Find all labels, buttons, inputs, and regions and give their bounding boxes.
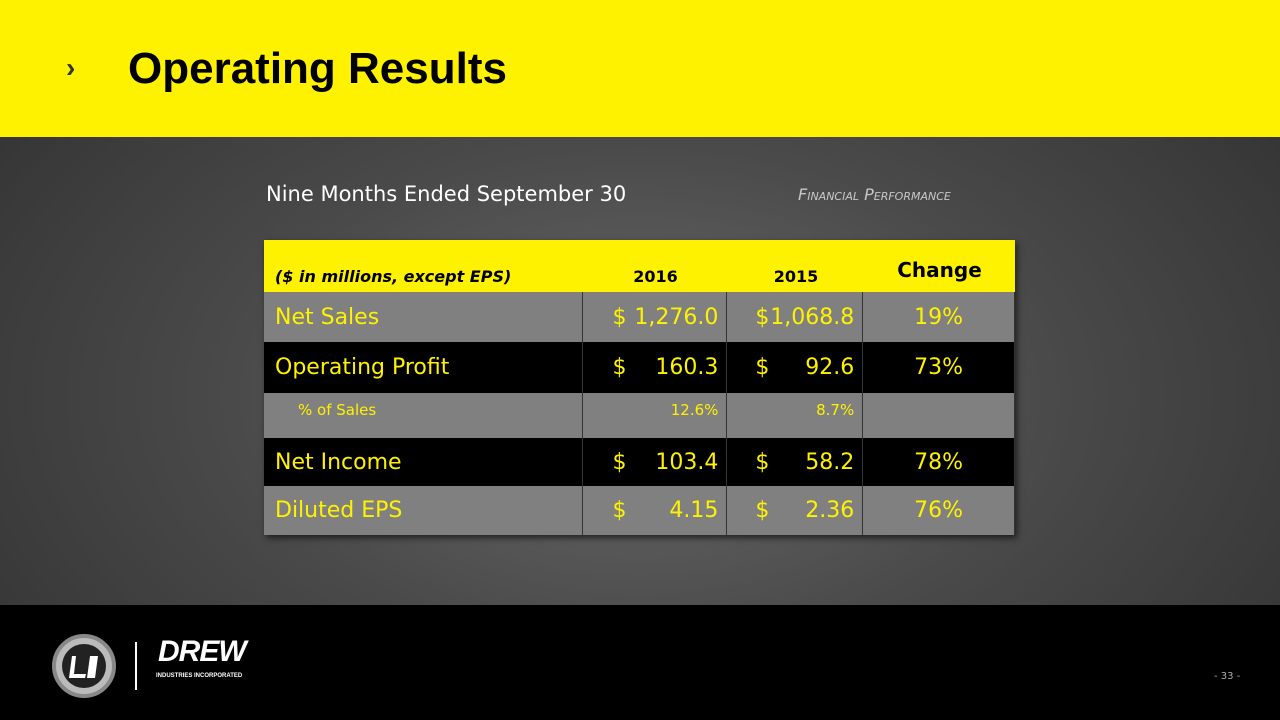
currency-symbol: $ — [755, 498, 770, 523]
cell-text: Operating Profit — [275, 355, 450, 380]
table-row: Net Sales $1,276.0 $1,068.8 19% — [264, 292, 1015, 342]
cell: $1,068.8 — [727, 292, 864, 342]
amount: 92.6 — [805, 355, 855, 380]
cell: 73% — [863, 342, 1015, 393]
currency-symbol: $ — [612, 304, 627, 330]
cell-text: 76% — [914, 498, 964, 523]
currency-symbol: $ — [755, 449, 770, 475]
header-band: › Operating Results — [0, 0, 1280, 137]
cell: 76% — [863, 486, 1015, 535]
logo — [52, 634, 137, 698]
cell: 78% — [863, 438, 1015, 486]
brand-sub: INDUSTRIES INCORPORATED — [156, 673, 243, 679]
row-label: Net Sales — [264, 292, 583, 342]
currency-symbol: $ — [755, 355, 770, 380]
cell: $103.4 — [583, 438, 728, 486]
column-header: 2015 — [773, 267, 819, 286]
cell: $2.36 — [727, 486, 864, 535]
row-label: Net Income — [264, 438, 583, 486]
column-header: ($ in millions, except EPS) — [275, 267, 512, 286]
amount: 160.3 — [655, 355, 719, 380]
table: ($ in millions, except EPS) 2016 2015 Chang… — [264, 240, 1015, 535]
cell-text: 73% — [914, 355, 964, 380]
table-row: % of Sales 12.6% 8.7% — [264, 393, 1015, 438]
brand: DREW — [158, 635, 247, 668]
table-row: Operating Profit $160.3 $92.6 73% — [264, 342, 1015, 393]
page-number: - 33 - — [1214, 671, 1241, 682]
row-label: % of Sales — [264, 393, 583, 438]
cell: $4.15 — [583, 486, 728, 535]
row-label: Diluted EPS — [264, 486, 583, 535]
cell-text: Diluted EPS — [275, 498, 403, 523]
amount: 58.2 — [805, 449, 855, 475]
cell: 12.6% — [583, 393, 728, 438]
amount: 4.15 — [669, 498, 719, 523]
cell: $58.2 — [727, 438, 864, 486]
cell — [863, 393, 1015, 438]
footer: DREW INDUSTRIES INCORPORATED - 33 - — [0, 605, 1280, 720]
amount: 1,068.8 — [770, 304, 855, 330]
cell: $92.6 — [727, 342, 864, 393]
cell: $160.3 — [583, 342, 728, 393]
cell-text: % of Sales — [298, 401, 377, 419]
amount: 103.4 — [655, 449, 719, 475]
cell-text: 12.6% — [670, 401, 719, 419]
header-row: ($ in millions, except EPS) 2016 2015 Chang… — [264, 240, 1015, 292]
currency-symbol: $ — [612, 355, 627, 380]
cell-text: Net Sales — [275, 304, 380, 330]
cell-text: Net Income — [275, 449, 402, 475]
table-row: Net Income $103.4 $58.2 78% — [264, 438, 1015, 486]
subtitle: Nine Months Ended September 30 — [266, 182, 627, 206]
amount: 1,276.0 — [634, 304, 719, 330]
cell-text: 8.7% — [816, 401, 855, 419]
row-label: Operating Profit — [264, 342, 583, 393]
cell-text: 19% — [914, 304, 964, 330]
column-header: 2016 — [633, 267, 678, 286]
column-header: Change — [897, 258, 982, 282]
section-label: Financial Performance — [798, 185, 951, 204]
amount: 2.36 — [805, 498, 855, 523]
table-row: Diluted EPS $4.15 $2.36 76% — [264, 486, 1015, 535]
currency-symbol: $ — [755, 304, 770, 330]
title: Operating Results — [128, 44, 507, 93]
currency-symbol: $ — [612, 449, 627, 475]
currency-symbol: $ — [612, 498, 627, 523]
cell: $1,276.0 — [583, 292, 728, 342]
cell: 19% — [863, 292, 1015, 342]
chevron: › — [66, 52, 76, 83]
cell: 8.7% — [727, 393, 864, 438]
cell-text: 78% — [914, 449, 964, 475]
